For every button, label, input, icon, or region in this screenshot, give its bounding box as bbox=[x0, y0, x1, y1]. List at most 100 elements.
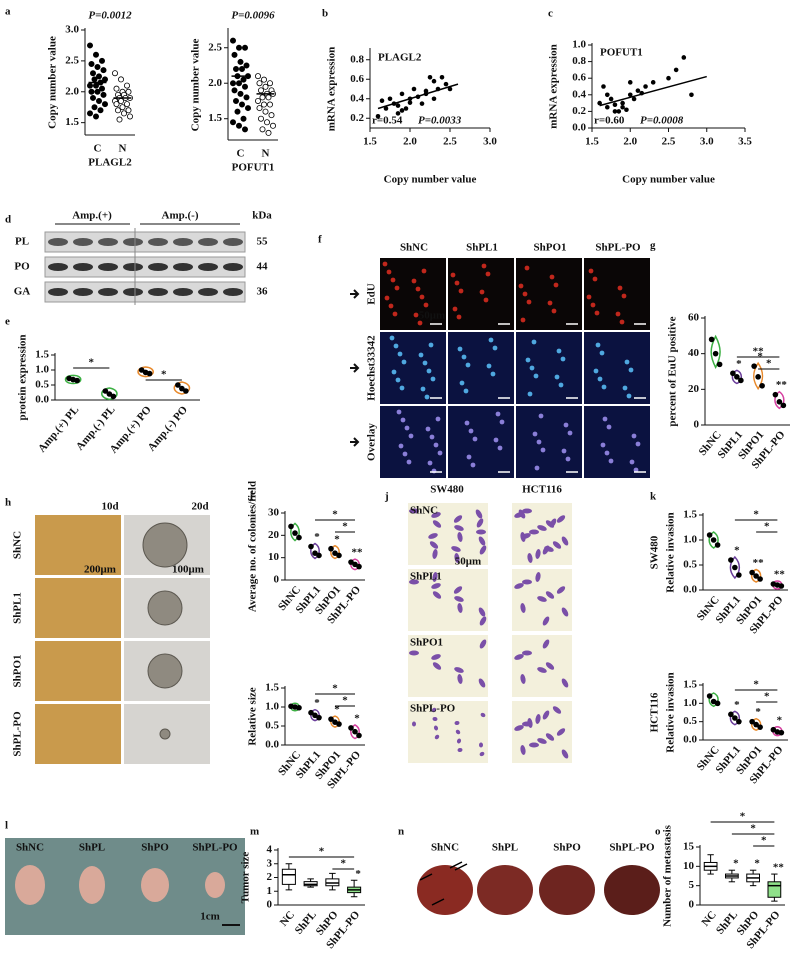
cell bbox=[527, 553, 533, 563]
y-tick-label: 0.4 bbox=[350, 92, 364, 104]
point bbox=[87, 82, 94, 89]
blot-band bbox=[73, 288, 93, 296]
cell bbox=[631, 433, 637, 439]
point bbox=[730, 370, 736, 377]
blot-kda: 44 bbox=[257, 261, 269, 273]
point bbox=[244, 105, 251, 112]
cell bbox=[417, 320, 423, 326]
point bbox=[257, 87, 264, 94]
y-axis-label: Copy number value bbox=[47, 36, 59, 129]
micrograph bbox=[448, 406, 514, 478]
point bbox=[265, 129, 272, 136]
point bbox=[100, 91, 107, 98]
y-tick-label: 15 bbox=[683, 841, 695, 853]
y-tick-label: 0.2 bbox=[572, 105, 586, 117]
panel-letter: o bbox=[655, 826, 661, 838]
point bbox=[243, 62, 250, 69]
micrograph bbox=[516, 406, 582, 478]
cell bbox=[415, 286, 421, 292]
column-label: 10d bbox=[101, 501, 118, 513]
significance: * bbox=[754, 858, 760, 870]
cell bbox=[490, 371, 496, 377]
blot-band bbox=[173, 238, 193, 246]
cell bbox=[497, 445, 503, 451]
point bbox=[259, 126, 266, 133]
blot-band bbox=[73, 263, 93, 271]
point bbox=[738, 377, 744, 384]
cell bbox=[431, 583, 441, 589]
point bbox=[732, 715, 738, 721]
y-tick-label: 0.6 bbox=[572, 72, 586, 84]
blot-band bbox=[148, 238, 168, 246]
cell bbox=[389, 335, 395, 341]
chart-title: P=0.0096 bbox=[231, 10, 275, 22]
point bbox=[734, 374, 740, 380]
point bbox=[316, 714, 322, 721]
cell bbox=[552, 706, 562, 714]
cell bbox=[535, 714, 541, 724]
cell bbox=[595, 342, 601, 348]
point bbox=[113, 85, 120, 92]
point bbox=[235, 122, 242, 129]
y-tick-label: 0.5 bbox=[683, 715, 697, 727]
micrograph bbox=[35, 515, 121, 575]
significance: * bbox=[334, 704, 340, 716]
cell bbox=[520, 317, 526, 323]
x-tick-label: 1.5 bbox=[363, 136, 377, 148]
cell bbox=[433, 725, 439, 731]
y-axis-label: percent of EuU positive bbox=[667, 316, 679, 426]
x-axis-label: PLAGL2 bbox=[88, 157, 132, 169]
cell bbox=[409, 508, 419, 514]
point bbox=[269, 122, 276, 129]
annotation: P=0.0033 bbox=[418, 115, 462, 127]
point bbox=[229, 119, 236, 126]
cell bbox=[432, 662, 442, 670]
x-tick-label: 3.5 bbox=[738, 136, 752, 148]
cell bbox=[454, 667, 464, 673]
point bbox=[348, 725, 354, 731]
cell bbox=[454, 596, 464, 602]
liver bbox=[477, 865, 533, 915]
cell bbox=[594, 310, 600, 316]
arrow bbox=[350, 289, 360, 299]
micrograph bbox=[512, 635, 572, 697]
y-tick-label: 1.0 bbox=[265, 701, 279, 713]
point bbox=[96, 98, 103, 105]
cell bbox=[617, 285, 623, 291]
y-tick-label: 60 bbox=[688, 312, 700, 324]
point bbox=[124, 101, 131, 108]
point bbox=[608, 96, 614, 102]
significance: ** bbox=[776, 379, 788, 391]
micrograph bbox=[584, 332, 650, 404]
y-tick-label: 1 bbox=[267, 885, 273, 897]
point bbox=[296, 704, 302, 711]
box bbox=[281, 868, 296, 885]
point bbox=[94, 88, 101, 95]
point bbox=[336, 552, 342, 559]
cell bbox=[478, 607, 486, 617]
x-tick-label: ShPL bbox=[293, 909, 319, 937]
column-label: 20d bbox=[191, 501, 208, 513]
cell bbox=[481, 263, 487, 269]
x-tick-label: 2.5 bbox=[662, 136, 676, 148]
cell bbox=[432, 572, 438, 582]
point bbox=[716, 361, 723, 368]
panel-letter: b bbox=[322, 8, 328, 20]
point bbox=[91, 76, 98, 83]
point bbox=[97, 107, 104, 114]
cell bbox=[429, 541, 439, 549]
x-tick-label: 2.0 bbox=[623, 136, 637, 148]
blot-strip bbox=[44, 231, 246, 253]
x-axis-label: Copy number value bbox=[622, 174, 715, 186]
cell bbox=[531, 339, 537, 345]
cell bbox=[456, 738, 462, 744]
panel-letter: m bbox=[250, 826, 259, 838]
micrograph bbox=[380, 258, 446, 330]
cell bbox=[629, 459, 635, 465]
cell bbox=[624, 359, 630, 365]
point bbox=[88, 60, 95, 67]
cell bbox=[593, 368, 599, 374]
point bbox=[375, 114, 381, 119]
point bbox=[268, 112, 275, 119]
significance: * bbox=[734, 699, 740, 711]
